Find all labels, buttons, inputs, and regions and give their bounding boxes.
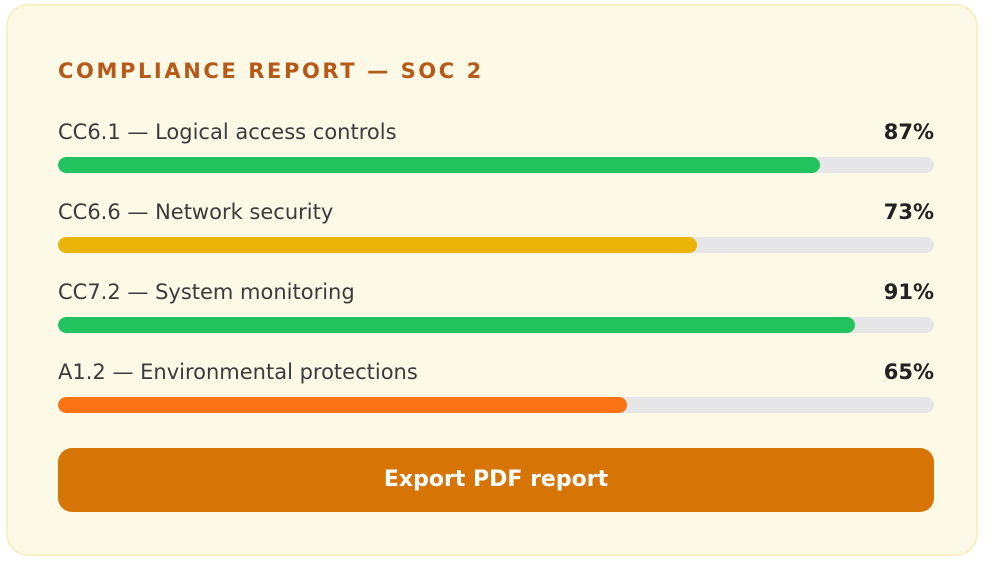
control-item-cc6-1: CC6.1 — Logical access controls 87% bbox=[58, 120, 934, 180]
progress-fill bbox=[58, 397, 628, 413]
progress-track bbox=[58, 157, 934, 173]
progress-track bbox=[58, 317, 934, 333]
control-item-a1-2: A1.2 — Environmental protections 65% bbox=[58, 360, 934, 420]
control-percent: 87% bbox=[883, 120, 934, 144]
progress-track bbox=[58, 237, 934, 253]
control-item-cc7-2: CC7.2 — System monitoring 91% bbox=[58, 280, 934, 340]
control-label: CC6.1 — Logical access controls bbox=[58, 120, 397, 144]
report-title: COMPLIANCE REPORT — SOC 2 bbox=[58, 59, 484, 83]
control-item-cc6-6: CC6.6 — Network security 73% bbox=[58, 200, 934, 260]
compliance-report-card: COMPLIANCE REPORT — SOC 2 CC6.1 — Logica… bbox=[6, 4, 978, 556]
control-label: CC6.6 — Network security bbox=[58, 200, 334, 224]
control-percent: 73% bbox=[883, 200, 934, 224]
export-pdf-button[interactable]: Export PDF report bbox=[58, 448, 934, 512]
control-percent: 65% bbox=[883, 360, 934, 384]
control-percent: 91% bbox=[883, 280, 934, 304]
control-label: CC7.2 — System monitoring bbox=[58, 280, 355, 304]
progress-fill bbox=[58, 237, 698, 253]
progress-fill bbox=[58, 317, 856, 333]
progress-track bbox=[58, 397, 934, 413]
progress-fill bbox=[58, 157, 821, 173]
control-label: A1.2 — Environmental protections bbox=[58, 360, 418, 384]
